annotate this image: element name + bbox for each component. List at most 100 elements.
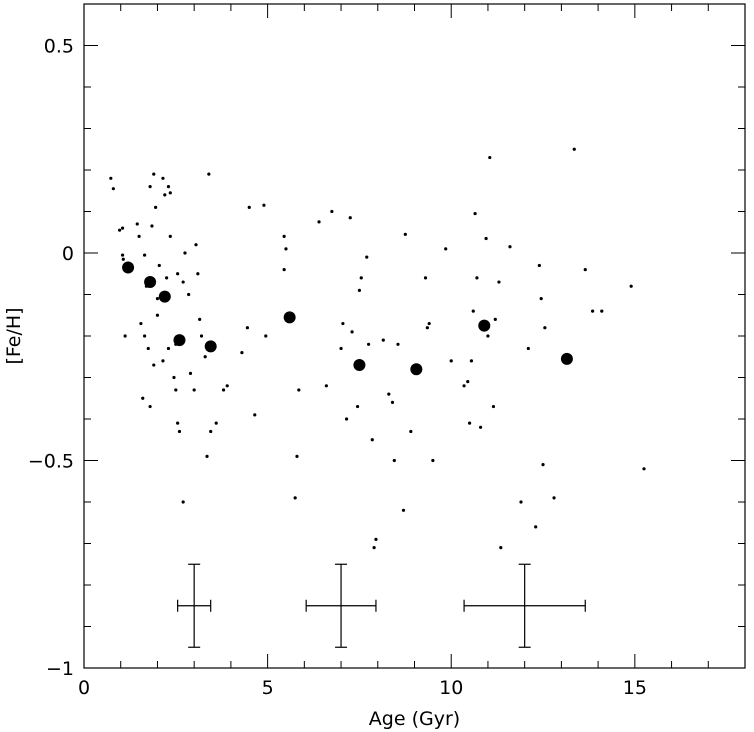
mean-point (353, 359, 366, 372)
star-point (264, 334, 268, 338)
star-point (466, 380, 470, 384)
star-point (168, 191, 172, 195)
star-point (537, 263, 541, 268)
star-point (449, 359, 453, 363)
star-point (297, 388, 301, 392)
star-point (111, 187, 115, 191)
star-point (284, 247, 288, 251)
star-point (118, 228, 122, 232)
star-point (519, 500, 523, 504)
star-point (141, 396, 145, 400)
star-point (534, 525, 538, 529)
star-point (497, 280, 501, 284)
star-point (642, 467, 646, 471)
mean-point (122, 261, 135, 274)
x-tick-label: 0 (78, 677, 90, 699)
error-bars (177, 563, 586, 648)
star-point (123, 334, 127, 338)
star-point (552, 496, 556, 500)
star-point (295, 454, 299, 458)
star-point (166, 185, 171, 189)
x-tick-label: 5 (262, 677, 274, 699)
star-point (479, 425, 483, 429)
star-point (372, 546, 376, 550)
plot-frame (83, 3, 746, 669)
star-point (121, 257, 125, 261)
star-point (221, 388, 226, 392)
star-point (176, 272, 180, 276)
star-point (161, 176, 165, 180)
star-point (629, 284, 633, 288)
star-point (526, 346, 530, 351)
star-point (366, 342, 371, 346)
star-point (181, 280, 185, 284)
star-point (142, 253, 147, 257)
star-point (293, 496, 297, 500)
star-point (253, 413, 257, 417)
star-point (365, 255, 369, 259)
y-tick-labels: 0.5 0 −0.5 −1 (28, 36, 74, 681)
star-point (409, 429, 413, 434)
star-point (374, 537, 378, 541)
star-point (150, 224, 154, 228)
star-point (142, 334, 147, 338)
star-point (209, 429, 213, 434)
star-point (370, 438, 374, 442)
star-point (491, 404, 496, 409)
star-point (359, 276, 363, 280)
star-point (600, 309, 604, 313)
star-point (155, 297, 160, 301)
star-point (198, 317, 202, 321)
star-point (423, 276, 428, 280)
star-point (330, 209, 334, 214)
star-point (282, 234, 286, 238)
star-point (591, 309, 595, 313)
star-point (339, 346, 343, 351)
mean-point (173, 334, 186, 347)
star-point (152, 172, 156, 176)
star-point (444, 247, 448, 251)
star-point (324, 384, 328, 388)
star-point (471, 309, 475, 313)
star-point (196, 272, 200, 276)
star-point (462, 384, 466, 388)
star-point (431, 458, 435, 463)
star-point (262, 203, 266, 207)
star-point (181, 500, 185, 504)
star-point (355, 404, 360, 409)
star-point (387, 392, 391, 396)
y-axis-label: [Fe/H] (3, 307, 25, 364)
star-point (163, 193, 167, 197)
star-point (401, 508, 406, 512)
star-point (155, 313, 160, 317)
star-point (214, 421, 218, 425)
star-point (192, 388, 196, 392)
star-point (467, 421, 472, 425)
star-point (183, 251, 187, 255)
star-point (493, 317, 497, 321)
mean-point (478, 319, 491, 332)
star-point (177, 429, 182, 434)
star-point (166, 346, 171, 351)
star-point (146, 346, 150, 351)
star-point (350, 330, 354, 334)
y-tick-label: 0.5 (44, 36, 74, 58)
star-point (381, 338, 385, 342)
star-point (484, 236, 488, 241)
star-point (469, 359, 474, 363)
star-point (137, 234, 141, 238)
star-point (172, 375, 176, 380)
star-point (188, 371, 193, 375)
star-point (199, 334, 204, 338)
star-point (539, 297, 543, 301)
star-point (486, 334, 490, 338)
mean-point (158, 290, 171, 303)
star-point (109, 176, 113, 180)
star-point (572, 147, 576, 151)
data-points (109, 147, 646, 550)
x-tick-label: 15 (623, 677, 647, 699)
star-point (488, 155, 492, 160)
x-axis-label: Age (Gyr) (369, 708, 460, 730)
star-point (508, 245, 512, 249)
star-point (174, 388, 178, 392)
